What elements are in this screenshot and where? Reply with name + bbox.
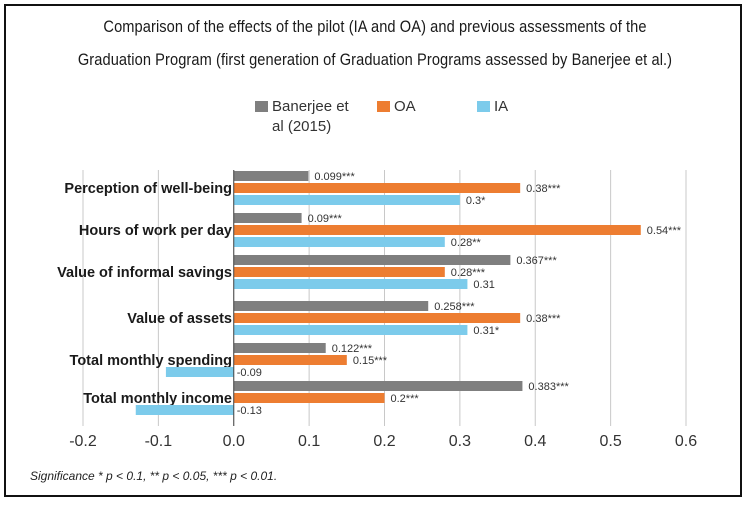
- bar-oa: [233, 267, 445, 277]
- legend-label: al (2015): [272, 118, 331, 135]
- legend-label: Banerjee et: [272, 98, 350, 115]
- data-label: 0.31: [473, 279, 494, 291]
- legend-swatch: [377, 101, 390, 112]
- bar-ia: [233, 325, 468, 335]
- data-label: 0.258***: [434, 301, 475, 313]
- x-tick-label: 0.6: [675, 433, 697, 450]
- bar-ia: [233, 279, 468, 289]
- bar-ia: [135, 405, 234, 415]
- data-label: 0.122***: [332, 343, 373, 355]
- x-tick-label: 0.3: [449, 433, 471, 450]
- bar-ia: [165, 367, 234, 377]
- bar-ia: [233, 237, 445, 247]
- bar-banerjee-et-al-2015-: [233, 171, 309, 181]
- bar-banerjee-et-al-2015-: [233, 213, 302, 223]
- chart-title-line-1: Comparison of the effects of the pilot (…: [103, 17, 647, 36]
- data-label: 0.383***: [528, 381, 569, 393]
- data-label: 0.099***: [314, 171, 355, 183]
- category-label: Perception of well-being: [64, 181, 232, 197]
- category-label: Total monthly income: [83, 391, 232, 407]
- category-label: Value of assets: [127, 311, 232, 327]
- data-label: 0.31*: [473, 325, 499, 337]
- data-label: 0.28***: [451, 267, 486, 279]
- data-label: -0.09: [237, 367, 262, 379]
- category-label: Hours of work per day: [79, 223, 232, 239]
- data-label: 0.28**: [451, 237, 482, 249]
- data-label: 0.2***: [391, 393, 420, 405]
- x-tick-label: 0.0: [223, 433, 245, 450]
- category-label: Value of informal savings: [57, 265, 232, 281]
- legend-swatch: [255, 101, 268, 112]
- bar-banerjee-et-al-2015-: [233, 343, 326, 353]
- bar-oa: [233, 355, 347, 365]
- data-label: 0.38***: [526, 183, 561, 195]
- significance-footnote: Significance * p < 0.1, ** p < 0.05, ***…: [30, 469, 278, 483]
- bar-oa: [233, 393, 385, 403]
- data-label: 0.3*: [466, 195, 486, 207]
- legend-swatch: [477, 101, 490, 112]
- chart-frame: [4, 4, 742, 497]
- data-label: 0.54***: [647, 225, 682, 237]
- x-tick-label: 0.5: [600, 433, 622, 450]
- data-label: 0.367***: [516, 255, 557, 267]
- data-label: -0.13: [237, 405, 262, 417]
- category-label: Total monthly spending: [70, 353, 232, 369]
- x-tick-label: -0.2: [69, 433, 97, 450]
- bar-oa: [233, 313, 521, 323]
- data-label: 0.09***: [308, 213, 343, 225]
- x-tick-label: 0.2: [373, 433, 395, 450]
- bar-oa: [233, 225, 641, 235]
- bar-ia: [233, 195, 460, 205]
- bar-oa: [233, 183, 521, 193]
- chart-title-line-2: Graduation Program (first generation of …: [77, 50, 673, 69]
- bar-banerjee-et-al-2015-: [233, 381, 523, 391]
- legend-label: OA: [394, 98, 416, 115]
- x-tick-label: -0.1: [145, 433, 173, 450]
- x-tick-label: 0.4: [524, 433, 546, 450]
- data-label: 0.38***: [526, 313, 561, 325]
- data-label: 0.15***: [353, 355, 388, 367]
- bar-banerjee-et-al-2015-: [233, 301, 429, 311]
- legend-label: IA: [494, 98, 508, 115]
- x-tick-label: 0.1: [298, 433, 320, 450]
- bar-banerjee-et-al-2015-: [233, 255, 511, 265]
